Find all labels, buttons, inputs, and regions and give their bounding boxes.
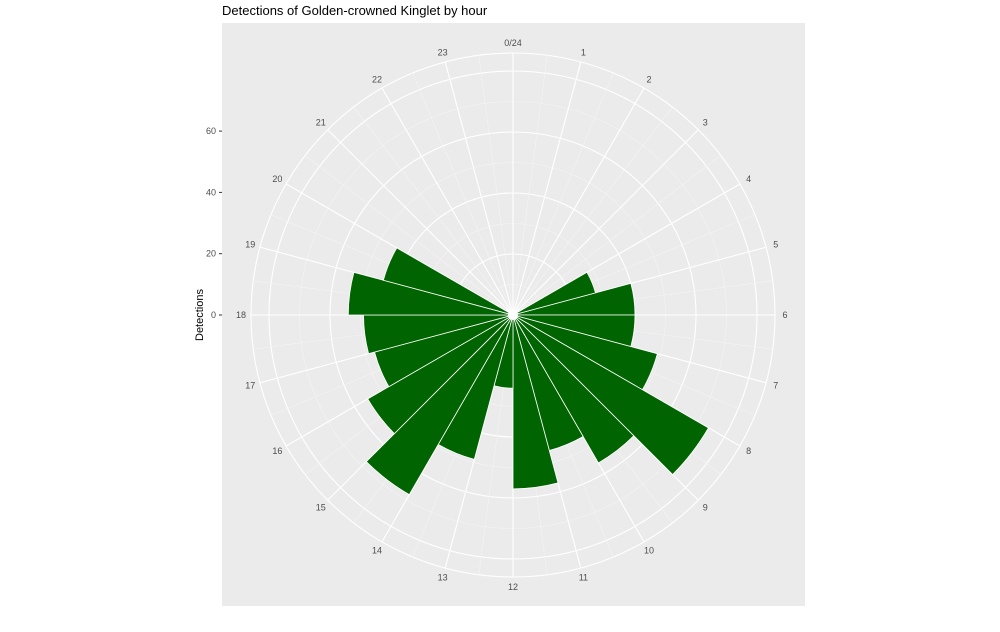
bar-hour-14.5 bbox=[365, 314, 514, 496]
hour-label-10: 10 bbox=[644, 546, 654, 556]
hour-label-4: 4 bbox=[746, 174, 751, 184]
hour-label-17: 17 bbox=[245, 380, 255, 390]
grid-spoke-minor bbox=[304, 155, 514, 316]
y-tick-label: 60 bbox=[206, 126, 216, 136]
grid-spoke-minor bbox=[412, 72, 514, 316]
hour-label-19: 19 bbox=[245, 240, 255, 250]
bar-hour-9.5 bbox=[512, 314, 635, 464]
hour-label-16: 16 bbox=[272, 446, 282, 456]
hour-label-14: 14 bbox=[372, 546, 382, 556]
hour-labels: 0/24123456789101112131415161718192021222… bbox=[236, 38, 788, 592]
bar-hour-4.5 bbox=[512, 271, 596, 316]
hour-label-8: 8 bbox=[746, 446, 751, 456]
grid-spoke-minor bbox=[512, 55, 548, 316]
y-tick-label: 20 bbox=[206, 249, 216, 259]
hour-label-13: 13 bbox=[438, 573, 448, 583]
y-axis: 0 20 40 60 bbox=[206, 126, 222, 320]
grid-spoke-major bbox=[512, 87, 645, 316]
grid-spoke-major bbox=[444, 61, 514, 316]
hour-label-18: 18 bbox=[236, 310, 246, 320]
grid-spoke-major bbox=[381, 87, 514, 316]
hour-label-20: 20 bbox=[272, 174, 282, 184]
hour-label-22: 22 bbox=[372, 74, 382, 84]
hour-label-1: 1 bbox=[581, 47, 586, 57]
hour-label-12: 12 bbox=[508, 582, 518, 592]
bar-hour-19.5 bbox=[382, 247, 514, 316]
hour-label-23: 23 bbox=[438, 47, 448, 57]
grid-spoke-major bbox=[327, 129, 514, 316]
grid-spoke-minor bbox=[512, 72, 614, 316]
chart-title: Detections of Golden-crowned Kinglet by … bbox=[222, 3, 488, 18]
hour-label-3: 3 bbox=[703, 118, 708, 128]
grid-spoke-major bbox=[512, 129, 699, 316]
grid-spoke-minor bbox=[512, 106, 673, 316]
bar-hour-11.5 bbox=[512, 314, 559, 490]
hour-label-21: 21 bbox=[316, 118, 326, 128]
bar-hour-15.5 bbox=[367, 314, 514, 435]
hour-label-15: 15 bbox=[316, 502, 326, 512]
hour-label-0: 0/24 bbox=[504, 38, 522, 48]
hour-label-2: 2 bbox=[646, 74, 651, 84]
y-tick-label: 40 bbox=[206, 187, 216, 197]
grid-spoke-major bbox=[512, 61, 582, 316]
hour-label-11: 11 bbox=[579, 573, 588, 583]
hour-label-9: 9 bbox=[703, 502, 708, 512]
bars-layer bbox=[347, 247, 710, 496]
hour-label-7: 7 bbox=[773, 380, 778, 390]
y-axis-title: Detections bbox=[194, 289, 206, 341]
center-hole bbox=[508, 310, 518, 320]
grid-spoke-minor bbox=[353, 106, 514, 316]
hour-label-6: 6 bbox=[782, 310, 787, 320]
grid-spoke-minor bbox=[478, 55, 514, 316]
bar-hour-8.5 bbox=[512, 314, 710, 476]
hour-label-5: 5 bbox=[773, 240, 778, 250]
grid-spoke-minor bbox=[512, 155, 722, 316]
y-tick-label: 0 bbox=[211, 310, 216, 320]
